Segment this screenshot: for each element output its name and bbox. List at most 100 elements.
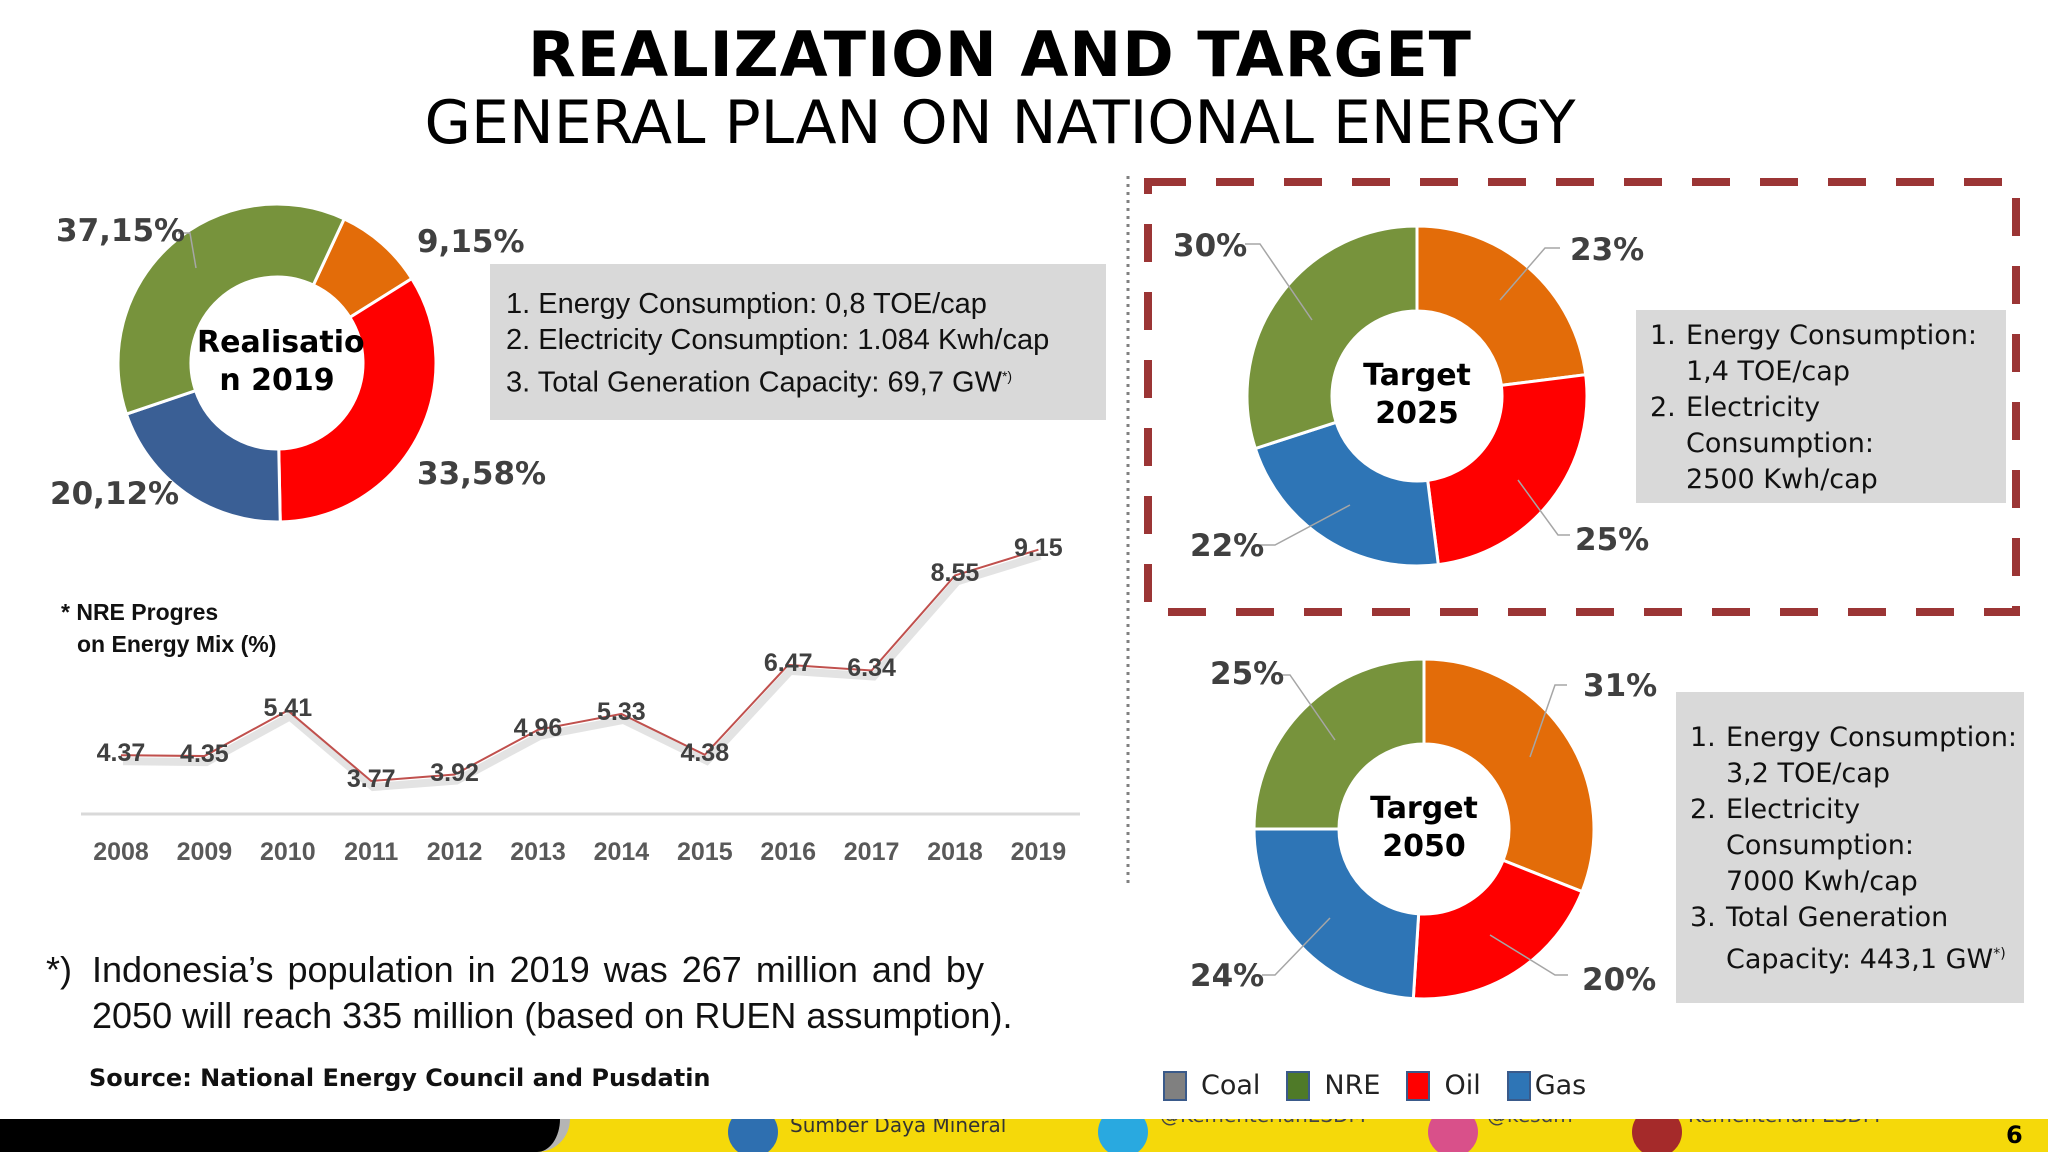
info-text: Total Generation Capacity: 69,7 GW (537, 366, 1002, 399)
nre-line-shadow (122, 551, 1042, 792)
data-label: 4.38 (680, 738, 730, 767)
slice-label-orange-2025: 23% (1570, 232, 1645, 268)
population-footnote: *) Indonesia’s population in 2019 was 267… (46, 947, 1106, 1039)
donut-2019-center-label: Realisatio n 2019 (197, 324, 365, 400)
x-tick-label: 2011 (344, 838, 399, 866)
data-label: 5.33 (597, 697, 646, 726)
info-item-3: 3. Total Generation Capacity: 69,7 GW*) (506, 366, 1013, 399)
x-tick-label: 2018 (927, 838, 983, 866)
data-label: 8.55 (930, 559, 980, 588)
x-tick-label: 2019 (1010, 838, 1067, 866)
center-line-2: 2050 (1382, 829, 1466, 864)
slice-label-nre-2019: 37,15% (56, 213, 186, 249)
donut-target-2050 (1252, 657, 1596, 1001)
legend-label: NRE (1324, 1070, 1381, 1101)
info-item-2: 2. Electricity Consumption: 1.084 Kwh/ca… (506, 324, 1050, 356)
footer-instagram-link[interactable]: @kesdm (1487, 1119, 1573, 1127)
center-line-2: 2025 (1375, 396, 1459, 431)
info-text: Electricity Consumption: 1.084 Kwh/cap (538, 324, 1050, 356)
data-label: 6.34 (847, 654, 896, 683)
oil-swatch-icon (1406, 1070, 1431, 1101)
slice-label-nre-2025: 30% (1173, 228, 1248, 264)
donut-slice (124, 388, 282, 524)
page-number: 6 (2006, 1121, 2023, 1149)
donut-target-2025 (1245, 224, 1589, 568)
donut-2050-center-label: Target 2050 (1344, 790, 1504, 866)
slice-label-blue-2019: 20,12% (50, 476, 180, 512)
info-text: 2500 Kwh/cap (1686, 464, 1878, 495)
center-line-2: n 2019 (219, 363, 335, 398)
data-label: 4.37 (96, 739, 146, 768)
donut-slice (1252, 827, 1421, 1001)
info-text: Consumption: (1726, 830, 1914, 861)
footnote-marker: *) (1001, 368, 1013, 384)
info-text: 3,2 TOE/cap (1726, 758, 1890, 789)
x-tick-label: 2012 (426, 838, 483, 866)
donut-slice (1422, 657, 1596, 894)
slice-label-red-2025: 25% (1575, 522, 1650, 558)
info-item-1: 1. Energy Consumption: 1,4 TOE/cap (1650, 320, 1978, 387)
gas-swatch-icon (1506, 1070, 1531, 1101)
footnote-text: Indonesia’s population in 2019 was 267 m… (92, 949, 984, 990)
footer-youtube-link[interactable]: Kementerian ESDM (1688, 1119, 1880, 1127)
target-2025-dashed-box (1144, 178, 2020, 616)
x-tick-label: 2015 (676, 838, 733, 866)
donut-slice (1252, 657, 1426, 831)
data-label: 3.92 (430, 758, 479, 787)
center-line-1: Realisatio (197, 325, 365, 360)
legend-item-coal: Coal (1163, 1070, 1260, 1101)
donut-slice (1425, 373, 1589, 567)
slice-label-nre-2050: 25% (1210, 656, 1285, 692)
slice-label-blue-2050: 24% (1190, 958, 1265, 994)
info-item-2: 2. Electricity Consumption: 7000 Kwh/cap (1690, 794, 1918, 897)
slice-label-red-2019: 33,58% (417, 456, 547, 492)
footnote-marker: *) (1993, 946, 2006, 962)
x-tick-label: 2016 (760, 838, 816, 866)
donut-slice (1245, 224, 1419, 451)
page-subtitle: GENERAL PLAN ON NATIONAL ENERGY (424, 88, 1576, 158)
data-label: 9.15 (1014, 533, 1063, 562)
donut-slice (1253, 420, 1440, 568)
donut-slice (1415, 224, 1588, 388)
info-box-2050: 1. Energy Consumption: 3,2 TOE/cap 2. Elect… (1676, 692, 2024, 1003)
x-tick-label: 2008 (93, 838, 149, 866)
info-item-1: 1. Energy Consumption: 3,2 TOE/cap (1690, 722, 2018, 789)
slice-label-blue-2025: 22% (1190, 528, 1265, 564)
x-tick-label: 2013 (510, 838, 566, 866)
donut-2025-center-label: Target 2025 (1337, 357, 1497, 433)
info-text: Electricity (1726, 794, 1861, 825)
leader-lines (178, 232, 1570, 976)
legend: Coal NRE Oil Gas (1163, 1070, 1586, 1101)
info-item-2: 2. Electricity Consumption: 2500 Kwh/cap (1650, 392, 1878, 495)
footer-twitter-link[interactable]: @KementerianESDM (1160, 1119, 1366, 1127)
donut-slice (277, 276, 438, 524)
info-text: Energy Consumption: (1686, 320, 1978, 351)
info-item-3: 3. Total Generation Capacity: 443,1 GW*) (1690, 902, 2006, 975)
facebook-icon[interactable] (728, 1119, 778, 1152)
coal-swatch-icon (1163, 1070, 1187, 1101)
legend-label: Coal (1201, 1070, 1261, 1101)
data-label: 3.77 (346, 765, 396, 793)
donut-slice (1411, 858, 1585, 1001)
nre-swatch-icon (1286, 1070, 1311, 1101)
chart-title-line-2: on Energy Mix (%) (77, 631, 277, 657)
info-text: 1,4 TOE/cap (1686, 356, 1850, 387)
instagram-icon[interactable] (1428, 1119, 1478, 1152)
slice-label-orange-2019: 9,15% (417, 224, 525, 260)
donut-slice (116, 202, 347, 416)
center-line-1: Target (1363, 358, 1471, 393)
legend-label: Oil (1444, 1070, 1481, 1101)
center-line-1: Target (1370, 791, 1478, 826)
footer-facebook-link[interactable]: Sumber Daya Mineral (790, 1119, 1007, 1137)
info-text: Energy Consumption: 0,8 TOE/cap (538, 288, 987, 320)
slice-label-red-2050: 20% (1582, 962, 1657, 998)
source-note: Source: National Energy Council and Pusd… (89, 1064, 711, 1092)
footnote-marker: *) (46, 949, 72, 990)
info-item-1: 1. Energy Consumption: 0,8 TOE/cap (506, 288, 987, 320)
legend-item-nre: NRE (1286, 1070, 1380, 1101)
legend-label: Gas (1534, 1070, 1587, 1101)
x-tick-label: 2010 (259, 838, 316, 866)
youtube-icon[interactable] (1632, 1119, 1682, 1152)
twitter-icon[interactable] (1098, 1119, 1148, 1152)
legend-item-oil: Oil (1406, 1070, 1481, 1101)
